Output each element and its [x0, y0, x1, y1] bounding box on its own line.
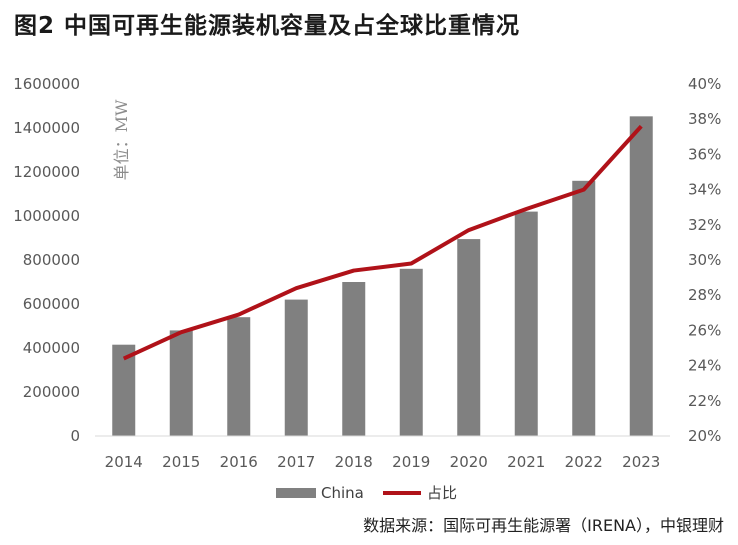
y-tick-label: 1600000	[13, 75, 80, 93]
bar	[457, 239, 481, 436]
x-tick-label: 2022	[565, 453, 603, 471]
x-tick-label: 2014	[105, 453, 143, 471]
line-series-share	[122, 124, 643, 361]
x-tick-label: 2023	[622, 453, 660, 471]
y2-tick-label: 20%	[688, 427, 721, 445]
y-tick-label: 1400000	[13, 119, 80, 137]
y2-tick-label: 28%	[688, 286, 721, 304]
bar	[112, 344, 136, 436]
x-tick-label: 2019	[392, 453, 430, 471]
legend-label-share: 占比	[427, 484, 457, 502]
bar	[629, 116, 653, 436]
y2-tick-label: 36%	[688, 145, 721, 163]
chart-title: 图2 中国可再生能源装机容量及占全球比重情况	[14, 13, 521, 39]
bar	[399, 268, 423, 436]
bar	[342, 282, 366, 436]
legend-label-china: China	[321, 484, 364, 502]
y-tick-label: 1200000	[13, 163, 80, 181]
bar	[572, 180, 596, 436]
bar	[169, 330, 193, 436]
bar	[284, 299, 308, 436]
x-tick-label: 2017	[277, 453, 315, 471]
x-tick-label: 2021	[507, 453, 545, 471]
y2-tick-label: 38%	[688, 110, 721, 128]
y-tick-label: 800000	[23, 251, 80, 269]
x-tick-label: 2015	[162, 453, 200, 471]
x-axis-ticks: 2014 2015 2016 2017 2018 2019 2020 2021 2022 2023	[105, 453, 661, 471]
legend-swatch-china	[276, 488, 316, 498]
x-tick-label: 2018	[335, 453, 373, 471]
y-tick-label: 1000000	[13, 207, 80, 225]
y2-tick-label: 30%	[688, 251, 721, 269]
y-tick-label: 200000	[23, 383, 80, 401]
bar-series-china	[112, 116, 653, 436]
legend: China 占比	[276, 484, 457, 502]
right-axis-ticks: 20% 22% 24% 26% 28% 30% 32% 34% 36% 38% 40%	[688, 75, 721, 445]
share-line	[122, 124, 643, 361]
y2-tick-label: 32%	[688, 216, 721, 234]
source-note: 数据来源：国际可再生能源署（IRENA），中银理财	[363, 516, 724, 535]
x-tick-label: 2020	[450, 453, 488, 471]
left-axis-ticks: 0 200000 400000 600000 800000 1000000 1200000 1…	[13, 75, 80, 445]
y2-tick-label: 24%	[688, 357, 721, 375]
y-unit-label: 单位：MW	[112, 99, 131, 180]
y2-tick-label: 34%	[688, 181, 721, 199]
y-tick-label: 400000	[23, 339, 80, 357]
y2-tick-label: 26%	[688, 321, 721, 339]
y-tick-label: 0	[70, 427, 80, 445]
bar	[227, 317, 251, 436]
x-tick-label: 2016	[220, 453, 258, 471]
y2-tick-label: 40%	[688, 75, 721, 93]
y2-tick-label: 22%	[688, 392, 721, 410]
bar	[514, 211, 538, 436]
y-tick-label: 600000	[23, 295, 80, 313]
